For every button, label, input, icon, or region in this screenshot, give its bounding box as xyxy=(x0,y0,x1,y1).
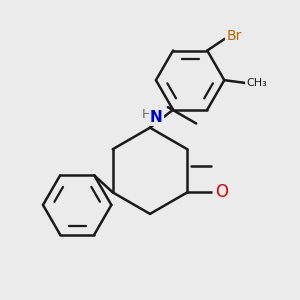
Text: H: H xyxy=(141,108,151,121)
Text: Br: Br xyxy=(226,29,242,43)
Text: O: O xyxy=(215,183,228,201)
Text: N: N xyxy=(150,110,163,125)
Text: CH₃: CH₃ xyxy=(246,78,267,88)
